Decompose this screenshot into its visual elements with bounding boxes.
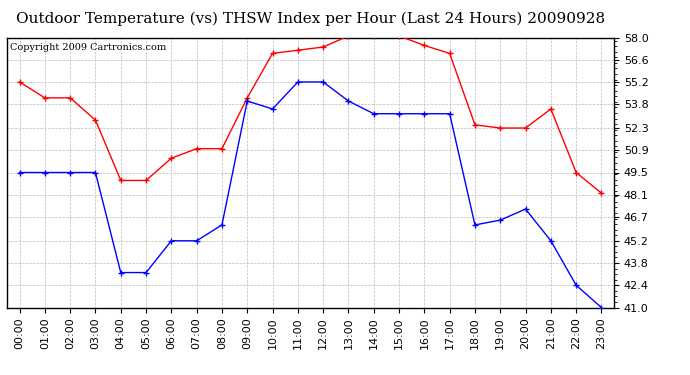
Text: Outdoor Temperature (vs) THSW Index per Hour (Last 24 Hours) 20090928: Outdoor Temperature (vs) THSW Index per … [16,11,605,26]
Text: Copyright 2009 Cartronics.com: Copyright 2009 Cartronics.com [10,43,166,52]
